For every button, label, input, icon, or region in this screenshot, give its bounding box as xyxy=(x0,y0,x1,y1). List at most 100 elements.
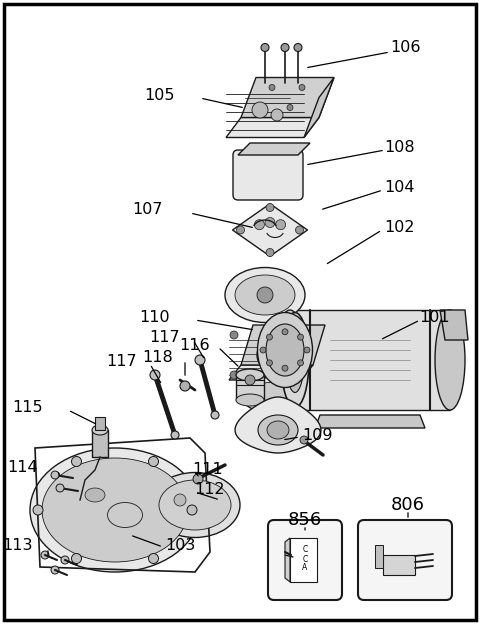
Circle shape xyxy=(211,411,219,419)
Circle shape xyxy=(266,360,273,366)
Polygon shape xyxy=(241,77,334,117)
Ellipse shape xyxy=(267,421,289,439)
Circle shape xyxy=(266,203,274,212)
Text: 103: 103 xyxy=(165,537,195,552)
Text: A: A xyxy=(302,563,308,572)
Polygon shape xyxy=(232,204,308,256)
Text: 102: 102 xyxy=(385,220,415,235)
Circle shape xyxy=(195,355,205,365)
Polygon shape xyxy=(285,538,290,582)
Circle shape xyxy=(193,474,203,484)
Text: 111: 111 xyxy=(192,462,223,477)
Polygon shape xyxy=(235,397,321,453)
Circle shape xyxy=(257,104,263,110)
Polygon shape xyxy=(226,117,319,137)
Ellipse shape xyxy=(236,369,264,381)
Circle shape xyxy=(266,334,273,340)
Circle shape xyxy=(230,331,238,339)
FancyBboxPatch shape xyxy=(233,150,303,200)
Ellipse shape xyxy=(275,310,305,410)
Circle shape xyxy=(187,505,197,515)
Ellipse shape xyxy=(257,339,289,371)
Circle shape xyxy=(72,457,82,467)
Ellipse shape xyxy=(150,472,240,537)
Text: 104: 104 xyxy=(385,180,415,195)
Text: 806: 806 xyxy=(391,496,425,514)
Circle shape xyxy=(51,471,59,479)
Circle shape xyxy=(292,331,300,339)
Circle shape xyxy=(56,484,64,492)
Text: 105: 105 xyxy=(145,87,175,102)
Circle shape xyxy=(299,84,305,90)
Circle shape xyxy=(148,457,158,467)
Circle shape xyxy=(237,226,244,234)
Text: 107: 107 xyxy=(133,203,163,218)
Circle shape xyxy=(282,329,288,335)
Ellipse shape xyxy=(225,268,305,323)
Circle shape xyxy=(61,556,69,564)
Polygon shape xyxy=(375,545,383,568)
Circle shape xyxy=(150,370,160,380)
Ellipse shape xyxy=(286,328,304,392)
Text: 856: 856 xyxy=(288,511,322,529)
Ellipse shape xyxy=(159,480,231,530)
Circle shape xyxy=(304,347,310,353)
Ellipse shape xyxy=(281,313,309,407)
Circle shape xyxy=(245,375,255,385)
Circle shape xyxy=(298,360,303,366)
Text: 117: 117 xyxy=(150,331,180,346)
Ellipse shape xyxy=(236,394,264,406)
Ellipse shape xyxy=(435,310,465,410)
Circle shape xyxy=(254,220,264,230)
Ellipse shape xyxy=(30,448,200,572)
Text: 116: 116 xyxy=(180,338,210,353)
Circle shape xyxy=(41,551,49,559)
Ellipse shape xyxy=(266,324,304,376)
Circle shape xyxy=(266,248,274,256)
Text: 108: 108 xyxy=(384,140,415,155)
Circle shape xyxy=(298,334,303,340)
Text: 115: 115 xyxy=(12,401,43,416)
Text: 118: 118 xyxy=(143,351,173,366)
Circle shape xyxy=(300,436,308,444)
Text: 114: 114 xyxy=(8,461,38,475)
Circle shape xyxy=(281,44,289,52)
Text: 113: 113 xyxy=(3,537,33,552)
Circle shape xyxy=(261,44,269,52)
Polygon shape xyxy=(290,310,450,410)
Ellipse shape xyxy=(92,425,108,435)
Polygon shape xyxy=(236,375,264,400)
Circle shape xyxy=(51,566,59,574)
Circle shape xyxy=(260,347,266,353)
Text: 112: 112 xyxy=(195,482,225,497)
Text: C: C xyxy=(302,545,308,555)
Circle shape xyxy=(174,494,186,506)
Polygon shape xyxy=(440,310,468,340)
Text: 101: 101 xyxy=(420,311,450,326)
Polygon shape xyxy=(95,417,105,430)
Circle shape xyxy=(296,226,303,234)
FancyBboxPatch shape xyxy=(358,520,452,600)
Text: 117: 117 xyxy=(107,354,137,369)
Circle shape xyxy=(148,553,158,563)
Circle shape xyxy=(276,220,286,230)
Ellipse shape xyxy=(241,378,299,412)
Circle shape xyxy=(287,104,293,110)
Ellipse shape xyxy=(262,344,284,366)
FancyBboxPatch shape xyxy=(268,520,342,600)
Polygon shape xyxy=(383,555,415,575)
Circle shape xyxy=(230,371,238,379)
Ellipse shape xyxy=(42,458,188,562)
Polygon shape xyxy=(229,365,313,380)
Circle shape xyxy=(269,84,275,90)
Text: 109: 109 xyxy=(303,427,333,442)
Circle shape xyxy=(72,553,82,563)
Circle shape xyxy=(265,218,275,228)
Polygon shape xyxy=(241,325,325,365)
Text: 110: 110 xyxy=(140,311,170,326)
Ellipse shape xyxy=(258,415,298,445)
Circle shape xyxy=(257,287,273,303)
Circle shape xyxy=(33,505,43,515)
Ellipse shape xyxy=(257,313,312,388)
Polygon shape xyxy=(238,143,310,155)
